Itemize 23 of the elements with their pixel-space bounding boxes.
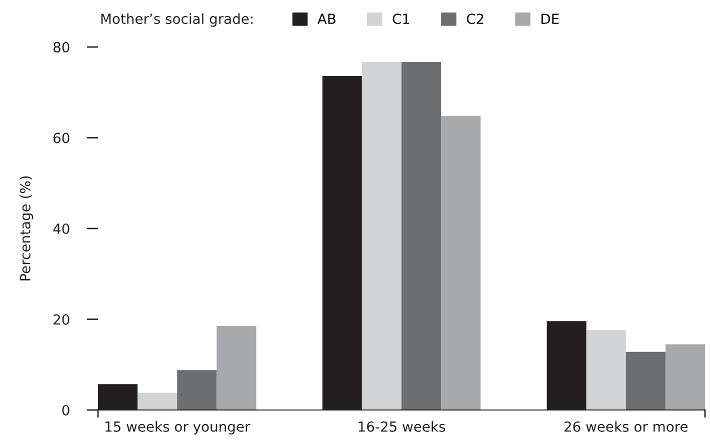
bar: [216, 326, 256, 410]
y-tick-label: 0: [62, 404, 70, 416]
x-tick-label: 26 weeks or more: [564, 421, 688, 432]
x-tick-label: 16-25 weeks: [358, 421, 446, 432]
legend-label: AB: [317, 14, 336, 24]
bar: [138, 392, 178, 410]
legend-label: DE: [542, 14, 559, 24]
y-tick-label: 20: [54, 314, 70, 325]
y-tick-label: 80: [53, 42, 70, 52]
bar: [441, 116, 481, 410]
x-tick-label: 15 weeks or younger: [106, 421, 250, 435]
bar: [626, 352, 666, 410]
legend-label: C1: [392, 14, 410, 24]
y-tick-label: 40: [53, 223, 70, 234]
bar: [362, 62, 402, 410]
bar: [402, 62, 442, 410]
legend-label: C2: [466, 14, 484, 24]
legend-title: Mother’s social grade:: [101, 13, 253, 27]
y-tick-label: 60: [54, 132, 70, 144]
bar: [177, 370, 217, 410]
bar: [665, 344, 705, 410]
bar: [586, 330, 626, 410]
y-axis-title: Percentage (%): [20, 176, 34, 280]
